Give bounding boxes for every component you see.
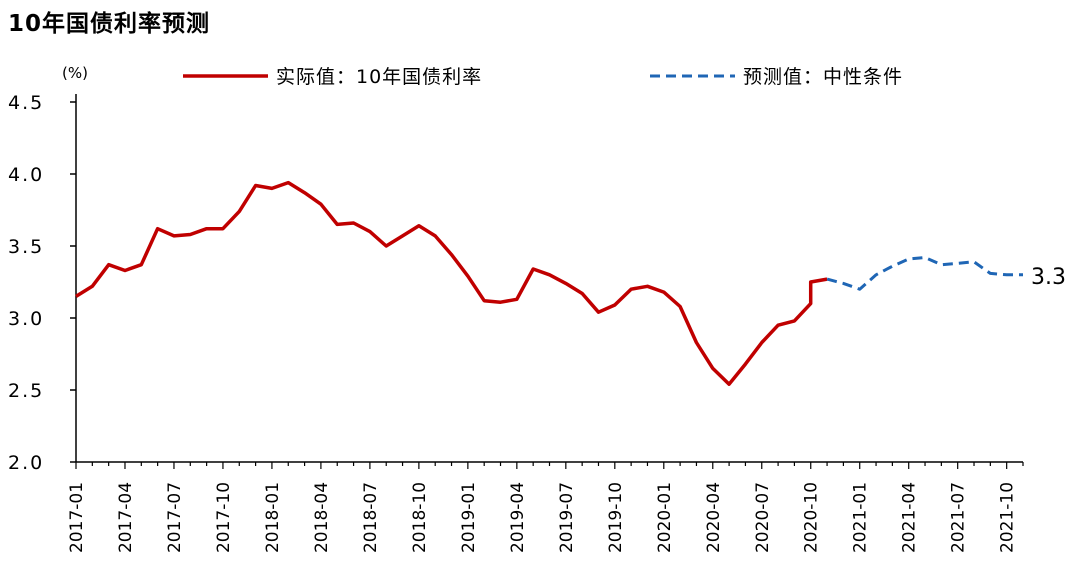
x-tick-label: 2019-01 — [459, 482, 479, 553]
x-tick-label: 2021-04 — [900, 482, 920, 553]
x-tick-label: 2019-07 — [557, 482, 577, 553]
x-tick-label: 2017-10 — [214, 482, 234, 553]
x-tick-label: 2021-07 — [949, 482, 969, 553]
x-tick-label: 2018-01 — [263, 482, 283, 553]
x-tick-label: 2020-01 — [655, 482, 675, 553]
y-tick-label: 3.0 — [8, 308, 44, 330]
x-axis-tick-labels: 2017-01 2017-04 2017-07 2017-10 2018-01 2018-… — [67, 482, 1018, 553]
x-tick-label: 2018-07 — [361, 482, 381, 553]
x-tick-label: 2019-10 — [606, 482, 626, 553]
chart-title: 10年国债利率预测 — [8, 11, 211, 37]
x-tick-label: 2021-01 — [851, 482, 871, 553]
y-tick-label: 4.5 — [8, 92, 44, 114]
x-tick-label: 2018-10 — [410, 482, 430, 553]
x-tick-label: 2018-04 — [312, 482, 332, 553]
axes — [70, 94, 1024, 469]
x-tick-label: 2019-04 — [508, 482, 528, 553]
legend: 实际值：10年国债利率 预测值：中性条件 — [183, 66, 903, 88]
x-tick-label: 2020-10 — [802, 482, 822, 553]
y-tick-label: 2.0 — [8, 452, 44, 474]
x-tick-label: 2017-04 — [116, 482, 136, 553]
legend-label: 预测值：中性条件 — [743, 66, 903, 88]
y-tick-label: 2.5 — [8, 380, 44, 402]
y-axis-tick-labels: 2.0 2.5 3.0 3.5 4.0 4.5 — [8, 92, 44, 474]
series-layer — [75, 180, 1024, 386]
x-tick-label: 2017-07 — [165, 482, 185, 553]
annotations: 3.3 — [1031, 265, 1066, 290]
x-tick-label: 2020-07 — [753, 482, 773, 553]
x-tick-label: 2017-01 — [67, 482, 87, 553]
x-tick-label: 2020-04 — [704, 482, 724, 553]
series-line-actual — [75, 180, 828, 386]
x-tick-label: 2021-10 — [998, 482, 1018, 553]
y-axis-unit-label: (%) — [62, 64, 88, 82]
y-tick-label: 4.0 — [8, 164, 44, 186]
end-value-label: 3.3 — [1031, 265, 1066, 290]
series-line-forecast — [826, 256, 1023, 291]
y-tick-label: 3.5 — [8, 236, 44, 258]
legend-label: 实际值：10年国债利率 — [276, 66, 482, 88]
